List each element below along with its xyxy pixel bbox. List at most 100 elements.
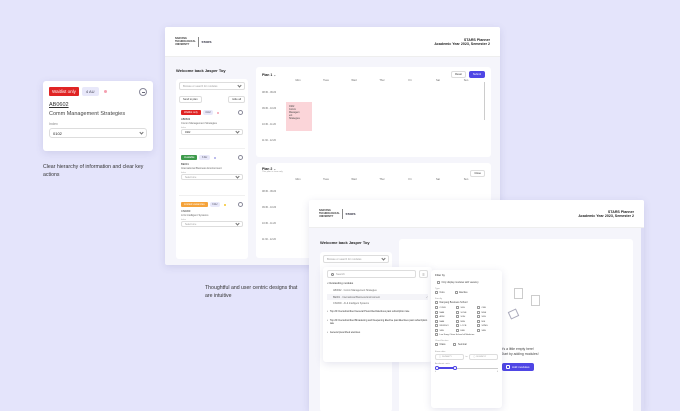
status-dot-icon — [103, 90, 107, 93]
module-code[interactable]: CS0300 — [181, 210, 191, 213]
filter-button[interactable]: ≡ — [419, 270, 428, 278]
faculty-checkbox[interactable]: NIE — [477, 319, 498, 323]
dropdown-item[interactable]: CS0300 · AI & Intelligent Systems — [333, 302, 369, 305]
dropdown-group[interactable]: • General prescribed electives — [327, 330, 361, 334]
faculty-checkbox[interactable]: MAE — [435, 310, 456, 314]
faculty-grid: CCEB SSS CEE MAE SCSE MSE ADM SOH SSS MA… — [435, 305, 498, 332]
faculty-checkbox[interactable]: LCCB — [456, 324, 477, 327]
module-search[interactable]: Browse or search for modules — [179, 82, 245, 90]
scrollbar[interactable] — [641, 228, 644, 411]
module-card-highlight: Waitlist only 4 AU AB0602 Comm Managemen… — [43, 81, 153, 151]
module-list: Waitlist only 4 AU AB0602 Comm Managemen… — [179, 108, 245, 243]
hide-all-button[interactable]: Hide all — [228, 96, 245, 103]
add-modules-button[interactable]: Add modules — [502, 363, 534, 371]
vacancy-checkbox[interactable]: Only display modules with vacancy — [435, 281, 498, 284]
module-code[interactable]: BE001 — [181, 163, 189, 166]
chevron-down-icon: ⌄ — [273, 167, 277, 171]
waitlist-badge: Waitlist only — [49, 87, 79, 96]
app-title: STARS Planner — [607, 209, 634, 214]
ntu-logo: NANYANG TECHNOLOGICAL UNIVERSITY — [175, 37, 196, 46]
date-to-input[interactable]: ▢ DD/MM/YY — [469, 353, 499, 360]
slider-handle[interactable] — [435, 366, 439, 370]
timetable-grid: Mon Tues Wed Thur Fri Sat Sun 08:30 - 09… — [262, 79, 485, 142]
au-badge: 4 AU — [81, 87, 99, 96]
scrollbar[interactable] — [484, 82, 485, 120]
chevron-down-icon — [237, 83, 242, 88]
faculty-checkbox[interactable]: SBS — [477, 328, 498, 332]
slider-handle[interactable] — [453, 366, 457, 370]
class-checkbox[interactable]: Class — [435, 343, 445, 347]
module-name: Comm Management Strategies — [181, 122, 217, 125]
header: NANYANG TECHNOLOGICAL UNIVERSITY STARS S… — [165, 27, 500, 57]
faculty-checkbox[interactable]: SSS — [456, 305, 477, 309]
status-dot-icon — [223, 203, 226, 206]
dropdown-search-input[interactable]: Search — [327, 270, 416, 278]
index-select[interactable]: Select one — [181, 221, 243, 227]
calendar-icon: ▢ — [439, 355, 441, 358]
faculty-checkbox[interactable]: SOH — [456, 315, 477, 318]
index-select[interactable]: 0102 — [181, 129, 243, 135]
faculty-checkbox[interactable]: EEE — [456, 328, 477, 332]
timetable-event[interactable]: 0102 Comm Managem ent Strategies — [286, 102, 312, 131]
faculty-all-checkbox[interactable]: Nanyang Business School — [435, 301, 498, 304]
faculty-checkbox[interactable]: CEE — [477, 305, 498, 309]
chevron-down-icon — [381, 256, 386, 261]
index-select[interactable]: Select one — [181, 174, 243, 180]
dropdown-item[interactable]: AB0602 · Comm Management Strategies — [333, 289, 377, 292]
calendar-icon: ▢ — [473, 355, 476, 358]
chevron-down-icon: ⌄ — [273, 72, 277, 77]
faculty-checkbox[interactable]: SBS — [435, 328, 456, 332]
faculty-checkbox[interactable]: MAE — [435, 319, 456, 323]
remove-icon[interactable] — [238, 202, 243, 207]
chevron-down-icon — [235, 129, 240, 134]
status-dot-icon — [216, 111, 219, 114]
faculty-checkbox[interactable]: CCEB — [435, 305, 456, 309]
index-label: Index — [49, 122, 58, 126]
module-code[interactable]: AB0602 — [181, 118, 191, 121]
dropdown-group[interactable]: • Top 20 Oversubscribed Broadening and De… — [327, 318, 428, 326]
filter-title: Filter by — [435, 273, 445, 277]
welcome-heading: Welcome back Jasper Toy — [176, 68, 226, 73]
module-item: Available 3 AU BE001 International Busin… — [179, 153, 245, 196]
plan-2-title[interactable]: Plan 2 ⌄ — [262, 167, 277, 171]
remove-icon[interactable] — [238, 155, 243, 160]
dropdown-item[interactable]: BE001 · International Business Environme… — [327, 294, 428, 300]
stars-logo: STARS — [345, 211, 356, 216]
group-outstanding[interactable]: Outstanding modules — [328, 282, 354, 285]
send-to-plan-button[interactable]: Send to plan — [179, 96, 202, 103]
module-name: International Business Environment — [181, 167, 222, 170]
index-select[interactable]: 0102 — [49, 128, 147, 138]
faculty-checkbox[interactable]: SSS — [477, 315, 498, 318]
index-label: Index — [181, 172, 186, 174]
au-badge: 3 AU — [199, 155, 210, 160]
search-icon — [331, 272, 334, 276]
faculty-checkbox[interactable]: WKWSCI — [435, 324, 456, 327]
faculty-checkbox[interactable]: SCSE — [456, 310, 477, 314]
au-slider[interactable] — [435, 366, 498, 371]
chevron-down-icon — [235, 221, 240, 226]
date-from-input[interactable]: ▢ DD/MM/YY — [435, 353, 464, 360]
type-core-checkbox[interactable]: Core — [435, 291, 445, 294]
dropdown-group[interactable]: • Top 20 Oversubscribed General Prescribe… — [327, 310, 410, 313]
module-search[interactable]: Browse or search for modules — [323, 255, 389, 263]
close-button[interactable]: Close — [470, 170, 485, 177]
remove-icon[interactable] — [139, 87, 147, 96]
plan-1-title[interactable]: Plan 1 ⌄ — [262, 72, 277, 77]
faculty-checkbox[interactable]: ADM — [435, 315, 456, 318]
filter-panel: Filter by Only display modules with vaca… — [431, 270, 502, 408]
seminar-checkbox[interactable]: Seminar — [453, 343, 467, 347]
filter-icon: ≡ — [422, 271, 425, 277]
index-label: Index — [181, 219, 186, 221]
submit-button[interactable]: Submit — [468, 71, 485, 78]
plus-icon — [506, 365, 510, 369]
reset-button[interactable]: Reset — [451, 71, 466, 78]
chevron-down-icon — [139, 130, 144, 135]
faculty-checkbox[interactable]: NBS — [456, 319, 477, 323]
faculty-medicine-checkbox[interactable]: Lee Kong Chian School of Medicine — [435, 333, 498, 336]
type-elective-checkbox[interactable]: Elective — [454, 291, 468, 294]
faculty-checkbox[interactable]: SPMS — [477, 324, 498, 327]
remove-icon[interactable] — [238, 110, 243, 115]
module-code[interactable]: AB0602 — [49, 102, 69, 108]
faculty-checkbox[interactable]: MSE — [477, 310, 498, 314]
app-title: STARS Planner — [463, 37, 490, 42]
